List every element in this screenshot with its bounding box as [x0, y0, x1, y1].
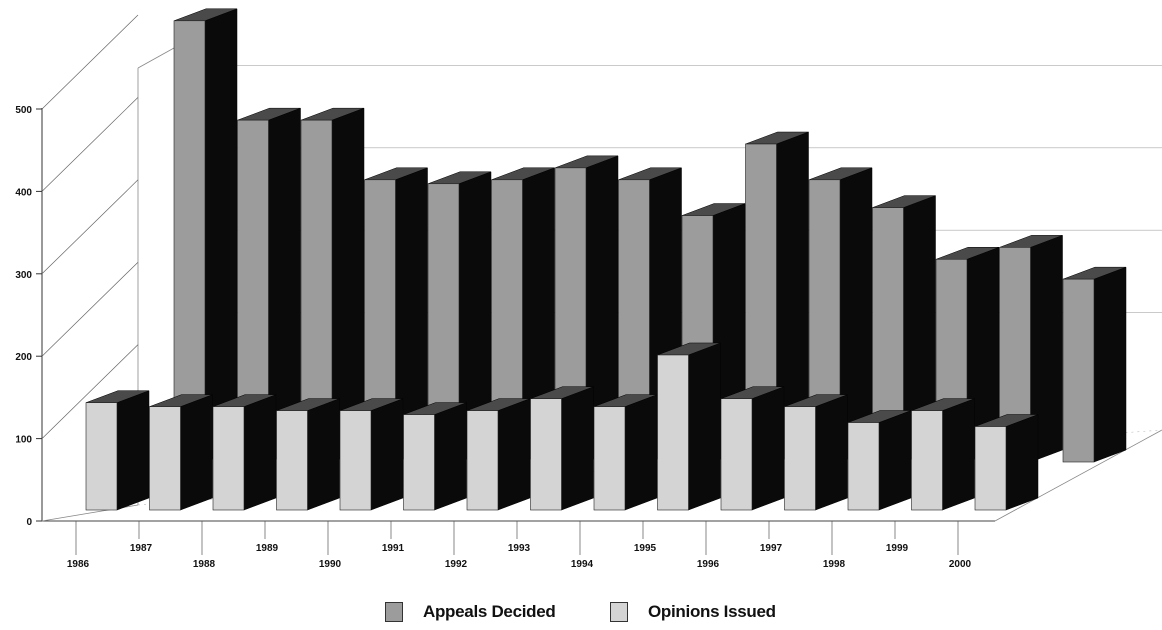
bar-opinions-issued — [85, 390, 150, 511]
bar-opinions-issued — [466, 398, 531, 511]
opinions-issued-bars — [85, 342, 1039, 511]
y-tick-label: 500 — [15, 105, 32, 116]
bar-opinions-issued — [911, 398, 975, 511]
bar-opinions-issued — [212, 394, 277, 511]
gridline-left-wall — [41, 344, 139, 439]
legend: Appeals Decided Opinions Issued — [0, 598, 1162, 630]
y-tick-label: 200 — [15, 352, 32, 363]
x-tick-label: 1990 — [319, 559, 342, 570]
y-axis-ticks: 0 100 200 300 400 500 — [15, 105, 42, 528]
gridline-left-wall — [41, 97, 139, 192]
y-tick-label: 0 — [26, 517, 32, 528]
gridline-left-wall — [41, 179, 139, 275]
bar-opinions-issued — [657, 342, 721, 511]
bar-opinions-issued — [276, 398, 340, 511]
y-tick-label: 400 — [15, 187, 32, 198]
gridline-left-wall — [41, 261, 139, 357]
floor-right-edge — [994, 429, 1162, 522]
x-tick-label: 1988 — [193, 559, 216, 570]
legend-swatch-opinions — [610, 602, 628, 622]
x-tick-label: 1992 — [445, 559, 468, 570]
x-tick-label: 1991 — [382, 543, 405, 554]
gridline-left-wall — [41, 14, 139, 110]
bar-chart-3d: 0 100 200 300 400 500 1986 1987 1988 1989 1990 199… — [15, 8, 1162, 570]
x-tick-label: 1994 — [571, 559, 594, 570]
bar-appeals-decided — [872, 195, 936, 463]
x-tick-label: 1996 — [697, 559, 720, 570]
x-tick-label: 1989 — [256, 543, 279, 554]
x-tick-label: 1999 — [886, 543, 909, 554]
x-tick-label: 1986 — [67, 559, 90, 570]
legend-label-appeals: Appeals Decided — [423, 602, 556, 621]
bar-opinions-issued — [847, 410, 912, 511]
x-tick-label: 1995 — [634, 543, 657, 554]
x-tick-label: 1993 — [508, 543, 531, 554]
bar-appeals-decided — [1062, 266, 1127, 463]
x-tick-label: 1998 — [823, 559, 846, 570]
legend-label-opinions: Opinions Issued — [648, 602, 776, 621]
bar-opinions-issued — [530, 386, 594, 511]
y-tick-label: 100 — [15, 435, 32, 446]
bar-opinions-issued — [339, 398, 404, 511]
legend-item-opinions: Opinions Issued — [610, 602, 776, 622]
x-tick-label: 2000 — [949, 559, 972, 570]
bar-opinions-issued — [974, 414, 1039, 511]
x-axis-labels: 1986 1987 1988 1989 1990 1991 1992 1993 1994 1995… — [67, 521, 972, 570]
bar-opinions-issued — [593, 394, 658, 511]
legend-swatch-appeals — [385, 602, 403, 622]
x-tick-label: 1987 — [130, 543, 153, 554]
x-tick-label: 1997 — [760, 543, 783, 554]
appeals-decided-bars — [173, 8, 1127, 463]
legend-item-appeals: Appeals Decided — [385, 602, 556, 622]
bar-opinions-issued — [784, 394, 848, 511]
bar-appeals-decided — [173, 8, 238, 463]
bar-opinions-issued — [403, 402, 467, 511]
y-tick-label: 300 — [15, 270, 32, 281]
bar-opinions-issued — [149, 394, 213, 511]
bar-opinions-issued — [720, 386, 785, 511]
